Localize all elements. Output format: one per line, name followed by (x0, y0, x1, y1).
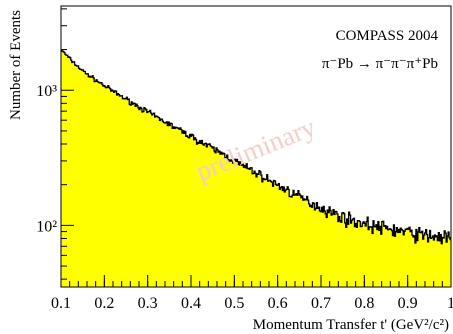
x-tick-label: 0.9 (398, 295, 418, 312)
y-axis-ticks (61, 8, 74, 280)
y-tick-labels: 10² 10³ (36, 83, 57, 235)
x-tick-label: 0.5 (224, 295, 244, 312)
x-tick-label: 0.2 (94, 295, 114, 312)
x-axis-title: Momentum Transfer t' (GeV²/c²) (253, 317, 449, 333)
x-axis-ticks (60, 275, 452, 287)
histogram-area (61, 50, 451, 287)
x-tick-label: 0.8 (354, 295, 374, 312)
histogram-outline (61, 49, 451, 245)
y-tick-label: 10² (36, 218, 57, 235)
x-tick-label: 1 (447, 295, 453, 312)
x-tick-label: 0.3 (138, 295, 158, 312)
y-tick-label: 10³ (36, 83, 57, 100)
x-tick-label: 0.1 (51, 295, 71, 312)
plot-frame (60, 5, 452, 288)
histogram-fill (61, 50, 451, 287)
x-tick-labels: 0.1 0.2 0.3 0.4 0.5 0.6 0.7 0.8 0.9 1 (51, 295, 453, 312)
x-tick-label: 0.4 (181, 295, 201, 312)
histogram-line (61, 49, 451, 245)
reaction-label: π⁻Pb → π⁻π⁻π⁺Pb (322, 56, 438, 72)
x-tick-label: 0.6 (268, 295, 288, 312)
x-tick-label: 0.7 (311, 295, 331, 312)
y-axis-title: Number of Events (8, 10, 24, 120)
experiment-label: COMPASS 2004 (336, 28, 439, 44)
